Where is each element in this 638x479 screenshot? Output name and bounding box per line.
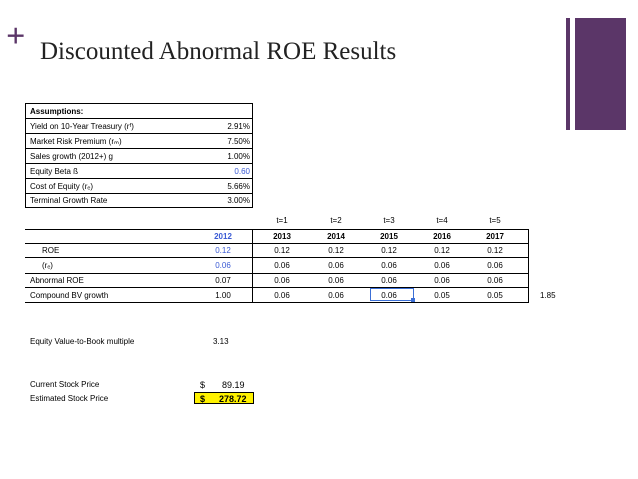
row-label: ROE (42, 246, 60, 255)
assumptions-header: Assumptions: (30, 107, 84, 116)
divider (25, 302, 528, 303)
assumption-value: 2.91% (227, 122, 250, 131)
assumption-value: 5.66% (227, 182, 250, 191)
estimated-price-currency: $ (200, 394, 206, 404)
assumption-label: Cost of Equity (rₑ) (30, 182, 93, 191)
assumption-value: 7.50% (227, 137, 250, 146)
table-cell: 0.07 (215, 276, 231, 285)
divider (25, 243, 528, 244)
table-cell: 0.12 (328, 246, 344, 255)
period-header: t=5 (489, 216, 501, 225)
table-cell: 0.12 (274, 246, 290, 255)
year-header: 2014 (327, 232, 345, 241)
fill-handle[interactable] (411, 298, 415, 302)
current-price-currency: $ (200, 380, 206, 390)
assumption-label: Market Risk Premium (rₘ) (30, 137, 122, 146)
assumption-label: Equity Beta ß (30, 167, 79, 176)
divider (25, 148, 253, 149)
assumptions-box (25, 103, 253, 208)
period-header: t=4 (436, 216, 448, 225)
row-label: (rₑ) (42, 261, 53, 270)
plus-icon: + (6, 18, 26, 55)
assumption-label: Sales growth (2012+) ɡ (30, 152, 113, 161)
divider (25, 163, 253, 164)
table-cell: 0.06 (381, 261, 397, 270)
table-cell: 0.06 (215, 261, 231, 270)
row-label: Abnormal ROE (30, 276, 84, 285)
assumption-value: 0.60 (234, 167, 250, 176)
period-header: t=2 (330, 216, 342, 225)
table-cell: 0.06 (328, 261, 344, 270)
current-price-label: Current Stock Price (30, 380, 100, 389)
estimated-price-highlight (194, 392, 254, 404)
estimated-price-value: 278.72 (219, 394, 247, 404)
table-cell: 0.06 (487, 276, 503, 285)
table-cell: 0.12 (381, 246, 397, 255)
estimated-price-label: Estimated Stock Price (30, 394, 109, 403)
year-header: 2012 (214, 232, 232, 241)
divider (25, 133, 253, 134)
assumption-label: Terminal Growth Rate (30, 196, 108, 205)
table-cell: 0.06 (434, 276, 450, 285)
year-header: 2013 (273, 232, 291, 241)
accent-bar-wide (575, 18, 626, 130)
year-header: 2015 (380, 232, 398, 241)
table-cell: 1.85 (540, 291, 556, 300)
year-header: 2017 (486, 232, 504, 241)
period-header: t=1 (276, 216, 288, 225)
table-cell: 0.06 (328, 276, 344, 285)
selected-cell-outline[interactable] (370, 288, 414, 301)
divider (25, 178, 253, 179)
slide-title: Discounted Abnormal ROE Results (40, 38, 397, 65)
table-cell: 0.06 (434, 261, 450, 270)
divider (25, 229, 528, 230)
table-cell: 0.06 (328, 291, 344, 300)
table-cell: 1.00 (215, 291, 231, 300)
table-cell: 0.06 (274, 276, 290, 285)
equity-multiple-label: Equity Value-to-Book multiple (30, 337, 135, 346)
table-cell: 0.06 (487, 261, 503, 270)
period-header: t=3 (383, 216, 395, 225)
divider (25, 273, 528, 274)
table-cell: 0.05 (487, 291, 503, 300)
equity-multiple-value: 3.13 (213, 337, 229, 346)
table-cell: 0.06 (274, 261, 290, 270)
current-price-value: 89.19 (222, 380, 245, 390)
table-cell: 0.05 (434, 291, 450, 300)
row-label: Compound BV growth (30, 291, 109, 300)
divider (25, 257, 528, 258)
accent-bar-thin (566, 18, 570, 130)
assumption-value: 1.00% (227, 152, 250, 161)
year-header: 2016 (433, 232, 451, 241)
divider (528, 229, 529, 303)
assumption-value: 3.00% (227, 196, 250, 205)
table-cell: 0.12 (487, 246, 503, 255)
assumption-label: Yield on 10-Year Treasury (rᶠ) (30, 122, 134, 131)
table-cell: 0.12 (434, 246, 450, 255)
divider (25, 287, 528, 288)
table-cell: 0.06 (381, 276, 397, 285)
table-cell: 0.06 (274, 291, 290, 300)
table-cell: 0.12 (215, 246, 231, 255)
table-cell: 0.06 (381, 291, 397, 300)
divider (25, 118, 253, 119)
divider (252, 229, 253, 303)
divider (25, 193, 253, 194)
